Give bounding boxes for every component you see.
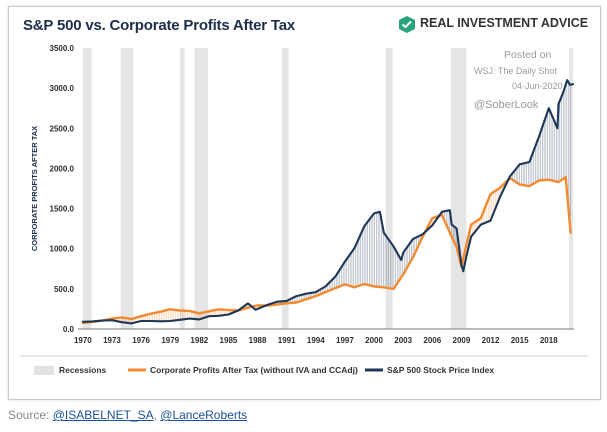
x-tick-label: 1991 <box>278 336 296 345</box>
x-tick-label: 2006 <box>423 336 441 345</box>
legend-label: Recessions <box>59 365 107 375</box>
watermark-annotation: Posted on <box>504 49 551 61</box>
x-tick-label: 1997 <box>336 336 354 345</box>
y-tick-label: 1500.0 <box>50 205 75 214</box>
recession-band <box>450 48 467 329</box>
recession-band <box>179 48 185 329</box>
profits-series-line <box>81 176 572 325</box>
brand-name: REAL INVESTMENT ADVICE <box>420 16 589 30</box>
y-tick-label: 3500.0 <box>50 44 75 53</box>
source-link-lanceroberts[interactable]: @LanceRoberts <box>160 408 248 422</box>
recession-band <box>194 48 209 329</box>
recession-band <box>385 48 393 329</box>
source-separator: , <box>153 408 161 422</box>
source-prefix: Source: <box>8 408 53 422</box>
x-tick-label: 2015 <box>511 336 529 345</box>
source-link-isabelnet[interactable]: @ISABELNET_SA <box>52 408 154 422</box>
x-tick-label: 1982 <box>190 336 208 345</box>
sp500-series-line <box>81 79 575 325</box>
y-axis-title: CORPORATE PROFITS AFTER TAX <box>30 126 39 251</box>
y-tick-label: 1000.0 <box>50 245 75 254</box>
x-tick-label: 2000 <box>365 336 383 345</box>
legend: Recessions Corporate Profits After Tax (w… <box>20 355 588 375</box>
brand-logo-icon <box>399 16 415 33</box>
legend-label: S&P 500 Stock Price Index <box>387 365 494 375</box>
watermark-annotation: @SoberLook <box>474 99 539 111</box>
x-tick-label: 1973 <box>103 336 121 345</box>
x-tick-label: 1970 <box>74 336 92 345</box>
y-tick-label: 2500.0 <box>50 124 75 133</box>
legend-label: Corporate Profits After Tax (without IVA… <box>150 365 358 375</box>
chart-svg: Posted on WSJ: The Daily Shot 04-Jun-2020 @… <box>20 44 588 375</box>
x-tick-label: 2012 <box>482 336 500 345</box>
watermark-annotation: WSJ: The Daily Shot <box>474 66 557 76</box>
legend-swatch <box>34 366 54 375</box>
x-tick-label: 1979 <box>161 336 179 345</box>
recession-band <box>569 48 574 329</box>
y-tick-label: 500.0 <box>54 285 75 294</box>
x-tick-label: 1976 <box>132 336 150 345</box>
y-tick-label: 3000.0 <box>50 84 75 93</box>
x-tick-label: 1994 <box>307 336 325 345</box>
source-line: Source: @ISABELNET_SA, @LanceRoberts <box>8 408 247 422</box>
chart-card: S&P 500 vs. Corporate Profits After Tax <box>8 6 601 400</box>
watermark-annotations: Posted on WSJ: The Daily Shot 04-Jun-2020 @… <box>474 49 563 111</box>
x-tick-label: 1985 <box>220 336 238 345</box>
x-tick-label: 2003 <box>394 336 412 345</box>
x-tick-label: 2009 <box>453 336 471 345</box>
recession-band <box>82 48 92 329</box>
y-tick-label: 2000.0 <box>50 164 75 173</box>
x-tick-label: 1988 <box>249 336 267 345</box>
recession-band <box>281 48 289 329</box>
x-tick-label: 2018 <box>540 336 558 345</box>
watermark-annotation: 04-Jun-2020 <box>512 81 563 91</box>
y-tick-label: 0.0 <box>63 325 75 334</box>
series-lines <box>81 79 575 325</box>
axes: 0.0 500.0 1000.0 1500.0 2000.0 2500.0 3000.0 35… <box>30 44 574 345</box>
chart-title: S&P 500 vs. Corporate Profits After Tax <box>23 17 296 34</box>
recession-band <box>120 48 134 329</box>
